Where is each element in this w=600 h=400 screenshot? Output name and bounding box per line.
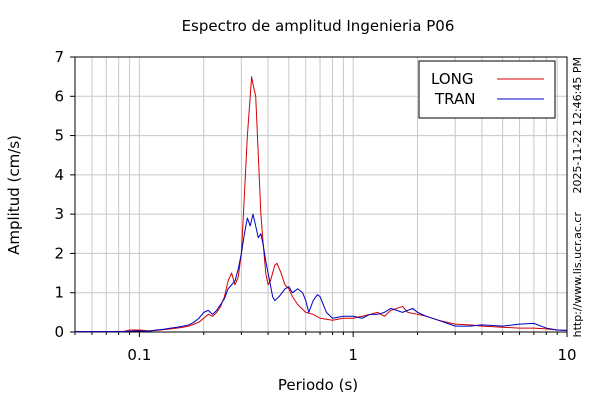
x-tick-label: 0.1 [127,346,151,364]
axis-ticks: 0 1 2 3 4 5 6 7 0.1 1 10 [54,48,576,364]
legend: LONG TRAN [418,60,556,119]
y-tick-label: 0 [54,323,64,341]
url-text: http://www.lis.ucr.ac.cr [571,212,584,338]
legend-box [418,60,556,119]
x-tick-label: 10 [557,346,576,364]
y-tick-label: 3 [54,205,64,223]
legend-label-long: LONG [431,70,473,88]
chart-title: Espectro de amplitud Ingenieria P06 [182,17,455,35]
series-line-tran [75,213,568,333]
y-axis-label: Amplitud (cm/s) [5,135,23,255]
timestamp-text: 2025-11-22 12:46:45 PM [571,57,584,193]
plot-frame [74,56,568,333]
x-axis-label: Periodo (s) [278,376,358,394]
y-tick-label: 5 [54,127,64,145]
series-line-long [75,76,568,333]
y-tick-label: 1 [54,284,64,302]
x-tick-label: 1 [348,346,358,364]
y-tick-label: 4 [54,166,64,184]
y-tick-label: 7 [54,48,64,66]
y-tick-label: 6 [54,87,64,105]
y-tick-label: 2 [54,244,64,262]
series-layer [75,76,568,333]
legend-label-tran: TRAN [434,90,475,108]
